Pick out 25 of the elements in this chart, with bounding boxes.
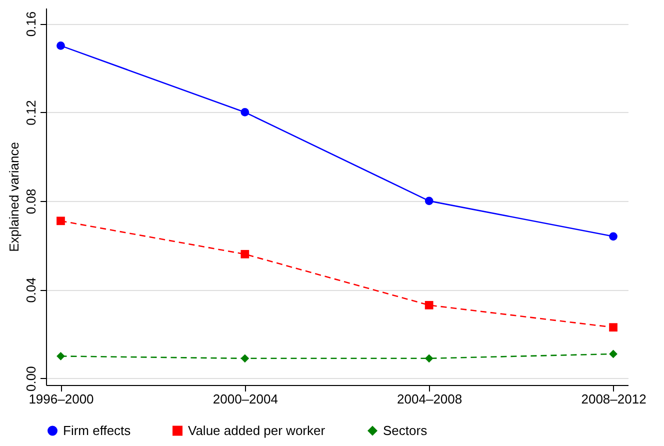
point [424, 354, 434, 363]
point [609, 350, 618, 358]
point [240, 354, 250, 363]
point [56, 42, 65, 50]
legend-label: Sectors [383, 422, 428, 438]
point [609, 232, 618, 241]
point [56, 216, 65, 226]
point [424, 196, 434, 206]
point [424, 300, 434, 310]
legend-label: Firm effects [63, 422, 132, 438]
x-tick-label: 1996–2000 [28, 392, 94, 406]
point [240, 108, 250, 116]
legend-label: Value added per worker [188, 422, 326, 438]
y-tick-label: 0.04 [24, 277, 38, 303]
x-tick-label: 2004–2008 [397, 392, 462, 406]
x-tick-label: 2008–2012 [581, 392, 646, 406]
point [240, 250, 250, 258]
x-tick-label: 2000–2004 [212, 392, 278, 406]
y-tick-label: 0.00 [24, 366, 38, 392]
y-tick-label: 0.12 [24, 100, 38, 126]
point [56, 352, 65, 360]
y-axis-title: Explained variance [6, 142, 22, 252]
point [609, 323, 618, 332]
y-tick-label: 0.08 [24, 188, 38, 214]
y-tick-label: 0.16 [24, 11, 38, 37]
